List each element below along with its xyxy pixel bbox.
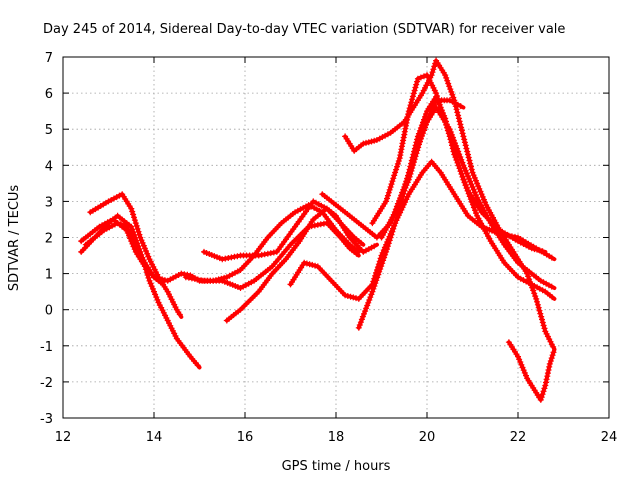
series-trace-3	[87, 191, 184, 319]
series-markers	[505, 339, 557, 403]
y-tick-label: 7	[45, 51, 53, 66]
series-trace-8	[287, 158, 557, 302]
y-tick-label: 6	[45, 87, 53, 102]
series-trace-13	[378, 97, 466, 241]
axis-ticks	[62, 56, 610, 419]
series-markers	[287, 158, 555, 302]
series-markers	[82, 220, 164, 286]
x-tick-label: 12	[55, 430, 72, 445]
x-tick-label: 20	[419, 430, 436, 445]
x-axis-label: GPS time / hours	[282, 459, 391, 474]
grid	[63, 57, 609, 418]
y-tick-label: 2	[45, 232, 53, 247]
series-markers	[223, 205, 378, 324]
x-tick-label: 14	[146, 430, 163, 445]
series-trace-14	[505, 339, 557, 403]
series-markers	[342, 57, 557, 350]
series-trace	[343, 58, 557, 352]
x-tick-labels: 12 14 16 18 20 22 24	[55, 430, 618, 445]
x-tick-label: 24	[601, 430, 618, 445]
y-tick-labels: -3 -2 -1 0 1 2 3 4 5 6 7	[40, 51, 53, 427]
y-axis-label: SDTVAR / TECUs	[7, 185, 22, 292]
x-tick-label: 22	[510, 430, 527, 445]
y-tick-label: 3	[45, 195, 53, 210]
y-tick-label: 1	[45, 268, 53, 283]
y-tick-label: 5	[45, 123, 53, 138]
series-markers	[378, 97, 464, 241]
series-trace-4	[82, 220, 166, 287]
y-tick-label: 0	[45, 304, 53, 319]
y-tick-label: -3	[40, 412, 53, 427]
series-trace-10	[342, 57, 557, 352]
x-tick-label: 16	[237, 430, 254, 445]
y-tick-label: -1	[40, 340, 53, 355]
series-trace-7	[223, 205, 379, 324]
y-tick-label: 4	[45, 159, 53, 174]
x-tick-label: 18	[328, 430, 345, 445]
data-series	[78, 57, 557, 403]
y-tick-label: -2	[40, 376, 53, 391]
chart-title: Day 245 of 2014, Sidereal Day-to-day VTE…	[43, 22, 565, 37]
